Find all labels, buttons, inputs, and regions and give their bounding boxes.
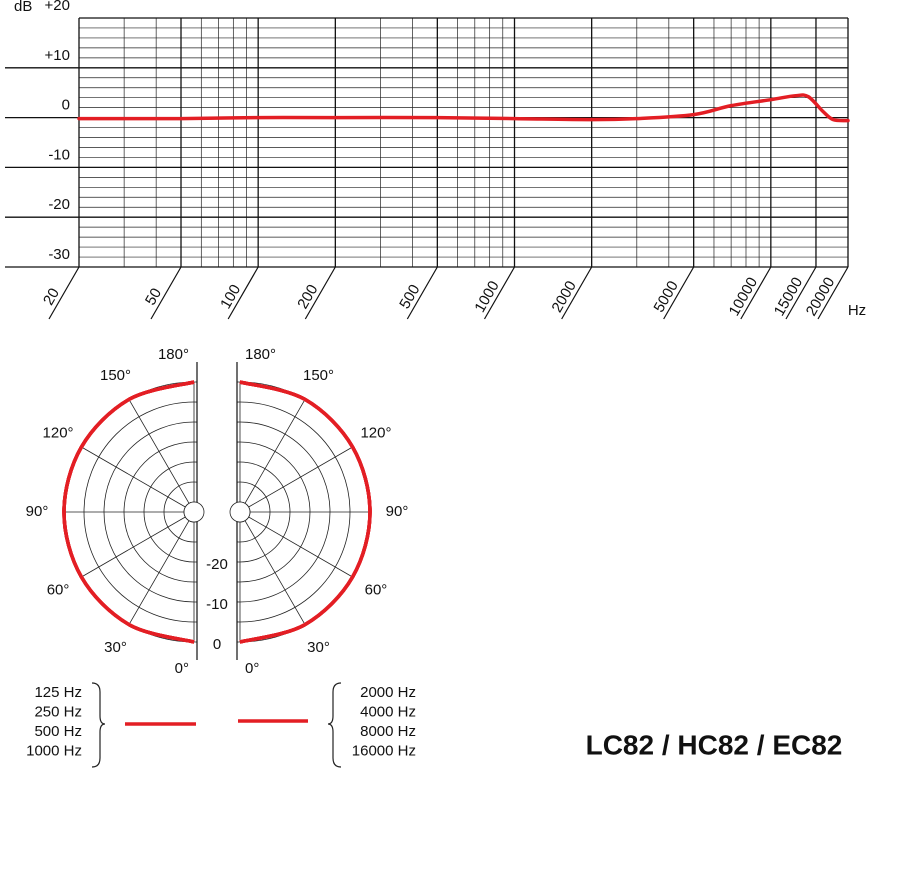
polar-grid <box>63 381 197 643</box>
angle-label: 90° <box>386 503 409 520</box>
angle-label: 30° <box>307 639 330 656</box>
angle-label: 120° <box>43 424 74 441</box>
angle-label: 180° <box>158 346 189 363</box>
center-hole <box>183 501 205 523</box>
x-tick-label: 10000 <box>726 274 762 319</box>
spoke <box>248 516 353 578</box>
angle-label: 90° <box>26 503 49 520</box>
legend-label: 1000 Hz <box>26 742 82 759</box>
angle-label: 180° <box>245 346 276 363</box>
angle-label: 60° <box>365 581 388 598</box>
response-line <box>77 93 850 123</box>
spoke <box>128 520 190 625</box>
polar-curve <box>62 380 195 644</box>
angle-label: 120° <box>360 424 391 441</box>
x-tick-label: 500 <box>396 282 423 312</box>
r-tick-label: 0 <box>213 636 221 653</box>
y-tick-label: -30 <box>48 246 70 263</box>
legend-brace <box>327 682 342 768</box>
y-tick-label: -20 <box>48 196 70 213</box>
legend-label: 250 Hz <box>34 703 82 720</box>
x-tick-label: 100 <box>217 282 244 312</box>
spoke <box>244 399 306 504</box>
angle-label: 0° <box>175 660 189 677</box>
x-tick-mark <box>227 266 259 320</box>
spoke <box>244 520 306 625</box>
legend-label: 4000 Hz <box>360 703 416 720</box>
y-tick-label: +20 <box>45 0 70 14</box>
x-tick-mark <box>663 266 695 320</box>
y-axis-label: dB <box>14 0 32 15</box>
legend-label: 500 Hz <box>34 723 82 740</box>
legend-label: 8000 Hz <box>360 723 416 740</box>
legend-label: 2000 Hz <box>360 684 416 701</box>
angle-label: 150° <box>100 367 131 384</box>
x-tick-label: 50 <box>142 285 165 308</box>
x-tick-mark <box>150 266 182 320</box>
y-tick-label: 0 <box>62 97 70 114</box>
spoke <box>81 516 186 578</box>
r-tick-label: -10 <box>206 596 228 613</box>
angle-label: 30° <box>104 639 127 656</box>
x-tick-mark <box>561 266 593 320</box>
center-hole <box>229 501 251 523</box>
x-tick-mark <box>817 266 849 320</box>
legend-label: 16000 Hz <box>352 742 416 759</box>
x-axis-label: Hz <box>848 302 866 319</box>
angle-label: 150° <box>303 367 334 384</box>
r-tick-label: -20 <box>206 556 228 573</box>
spoke <box>81 446 186 508</box>
x-tick-mark <box>483 266 516 320</box>
y-tick-label: +10 <box>45 47 70 64</box>
y-tick-label: -10 <box>48 146 70 163</box>
x-tick-mark <box>740 266 772 320</box>
x-tick-label: 200 <box>294 282 321 312</box>
x-tick-mark <box>785 266 817 320</box>
model-name: LC82 / HC82 / EC82 <box>586 729 843 760</box>
x-tick-mark <box>304 266 336 320</box>
spoke <box>248 446 353 508</box>
x-tick-mark <box>48 266 80 320</box>
spoke <box>128 399 190 504</box>
legend-label: 125 Hz <box>34 684 82 701</box>
x-tick-label: 20 <box>40 285 63 308</box>
polar-curve <box>239 380 372 644</box>
legend-brace <box>91 682 106 768</box>
x-tick-label: 15000 <box>771 274 807 319</box>
x-tick-mark <box>406 266 438 320</box>
angle-label: 60° <box>47 581 70 598</box>
angle-label: 0° <box>245 660 259 677</box>
